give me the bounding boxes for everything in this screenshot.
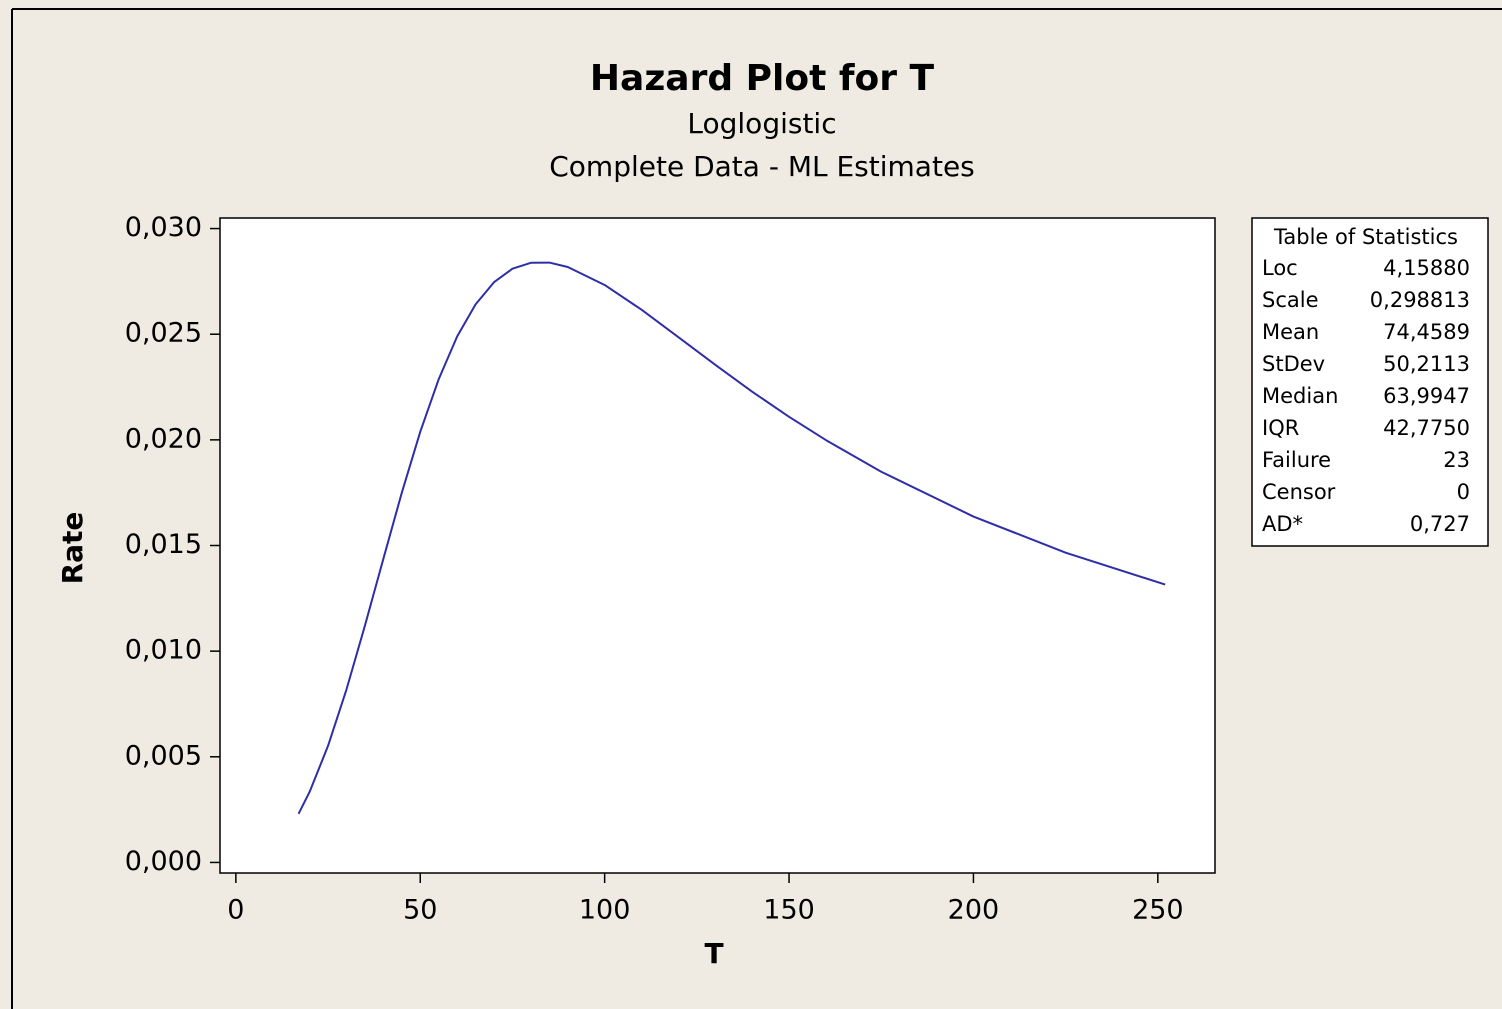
stats-label: Median (1262, 384, 1338, 408)
chart-subtitle: Loglogistic (687, 107, 836, 140)
stats-label: Scale (1262, 288, 1319, 312)
hazard-line (297, 261, 1166, 815)
y-tick-label: 0,005 (125, 740, 202, 771)
y-tick-label: 0,015 (125, 529, 202, 560)
stats-label: StDev (1262, 352, 1325, 376)
stats-value: 0 (1457, 480, 1470, 504)
stats-table-title: Table of Statistics (1273, 225, 1458, 249)
y-tick-label: 0,000 (125, 846, 202, 877)
stats-value: 42,7750 (1383, 416, 1470, 440)
plot-area (219, 217, 1216, 874)
x-tick-label: 150 (763, 895, 815, 926)
x-axis-label: T (704, 937, 723, 970)
chart-subtitle: Complete Data - ML Estimates (549, 150, 975, 183)
y-tick-label: 0,020 (125, 423, 202, 454)
y-axis-label: Rate (56, 512, 89, 585)
stats-value: 0,298813 (1370, 288, 1470, 312)
stats-table (1251, 217, 1489, 547)
stats-label: Mean (1262, 320, 1319, 344)
x-tick-label: 100 (579, 895, 631, 926)
stats-label: Failure (1262, 448, 1331, 472)
stats-value: 74,4589 (1383, 320, 1470, 344)
stats-label: IQR (1262, 416, 1299, 440)
x-tick-label: 0 (227, 895, 244, 926)
x-tick-label: 50 (403, 895, 437, 926)
stats-label: Censor (1262, 480, 1336, 504)
stats-label: AD* (1262, 512, 1303, 536)
y-tick-label: 0,030 (125, 212, 202, 243)
stats-value: 63,9947 (1383, 384, 1470, 408)
stats-value: 0,727 (1410, 512, 1470, 536)
stats-label: Loc (1262, 256, 1298, 280)
chart-title: Hazard Plot for T (590, 58, 935, 99)
y-tick-label: 0,010 (125, 635, 202, 666)
x-tick-label: 200 (948, 895, 1000, 926)
y-tick-label: 0,025 (125, 318, 202, 349)
x-tick-label: 250 (1132, 895, 1184, 926)
stats-value: 50,2113 (1383, 352, 1470, 376)
stats-value: 4,15880 (1383, 256, 1470, 280)
stats-value: 23 (1443, 448, 1470, 472)
